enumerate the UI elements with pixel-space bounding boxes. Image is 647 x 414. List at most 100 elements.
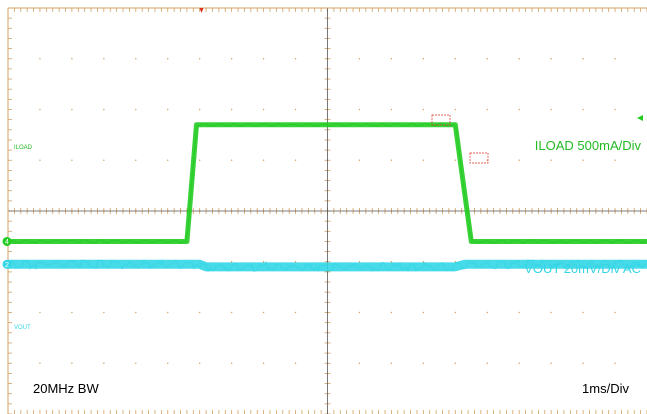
grid-dot [230,159,233,161]
grid-dot [390,108,393,111]
grid-dot [71,58,73,60]
grid-dot [614,362,616,364]
grid-dot [390,261,393,263]
grid-dot [358,362,361,364]
grid-dot [39,362,41,364]
grid-dot [294,159,297,161]
grid-dot [422,362,425,364]
grid-dot [582,58,584,60]
grid-dot [294,108,297,111]
grid-dot [230,108,233,111]
vout-trace-label: VOUT [14,325,31,331]
grid-dot [294,362,297,364]
iload-trace-label: ILOAD [14,145,33,151]
trigger-marker-icon [199,8,204,13]
vout-scale-label: VOUT 20mV/Div AC [524,261,641,276]
grid-dot [390,159,393,161]
grid-dot [454,362,456,364]
grid-dot [582,311,584,314]
grid-dot [390,58,393,60]
grid-dot [135,159,137,161]
grid-dot [454,58,456,60]
grid-dot [486,159,488,161]
grid-dot [518,108,520,111]
grid-dot [454,159,456,161]
grid-dot [103,108,105,111]
timebase-label: 1ms/Div [582,381,629,396]
channel-marker-vout [2,259,12,269]
trace-vout [8,259,647,272]
grid-dot [199,159,201,161]
grid-dot [486,58,488,60]
grid-dot [294,261,297,263]
grid-dot [550,311,552,314]
grid-dot [167,159,169,161]
grid-dot [230,261,233,263]
grid-dot [486,362,488,364]
trace-noise-vout [7,258,647,273]
grid-dot [103,311,105,314]
grid-dot [550,362,552,364]
grid-dot [422,311,425,314]
grid-dot [582,159,584,161]
grid-dot [199,311,201,314]
grid-dot [262,261,265,263]
iload-scale-label: ILOAD 500mA/Div [534,138,641,153]
grid-dot [614,108,616,111]
grid-dot [422,159,425,161]
grid-dot [262,58,265,60]
grid-dot [518,311,520,314]
channel-marker-text-vout: 2 [5,262,9,269]
grid-dot [103,362,105,364]
grid-dot [294,58,297,60]
grid-dot [262,159,265,161]
grid-dot [518,58,520,60]
grid-dot [71,362,73,364]
grid-dot [614,311,616,314]
channel-marker-iload [2,236,12,246]
grid-dot [582,108,584,111]
grid-dot [262,362,265,364]
grid-dot [262,108,265,111]
grid-dot [486,108,488,111]
grid-dot [230,362,233,364]
grid-dot [486,311,488,314]
grid-dot [294,311,297,314]
bandwidth-label: 20MHz BW [33,381,99,396]
grid-dot [230,311,233,314]
grid-dot [71,311,73,314]
grid-dot [454,311,456,314]
grid-dot [71,159,73,161]
grid-dot [135,108,137,111]
grid-dot [422,108,425,111]
grid-dot [135,311,137,314]
grid-dot [230,58,233,60]
grid-dot [103,159,105,161]
grid-dot [135,362,137,364]
measurement-box [469,152,489,164]
grid-dot [39,58,41,60]
grid-dot [518,362,520,364]
grid-dot [167,311,169,314]
measurement-box [431,114,451,126]
grid-dot [39,311,41,314]
grid-dot [582,362,584,364]
grid-dot [358,58,361,60]
graticule [7,7,647,414]
grid-dot [518,159,520,161]
grid-dot [358,159,361,161]
grid-dot [422,58,425,60]
grid-dot [358,108,361,111]
grid-dot [167,362,169,364]
grid-dot [199,108,201,111]
traces [7,122,647,273]
grid-dot [390,311,393,314]
grid-dot [199,58,201,60]
channel-marker-text-iload: 4 [5,239,9,246]
trigger-level-icon [637,115,643,121]
markers: 42 [2,8,643,269]
grid-dot [614,58,616,60]
grid-dot [614,159,616,161]
grid-dot [71,108,73,111]
